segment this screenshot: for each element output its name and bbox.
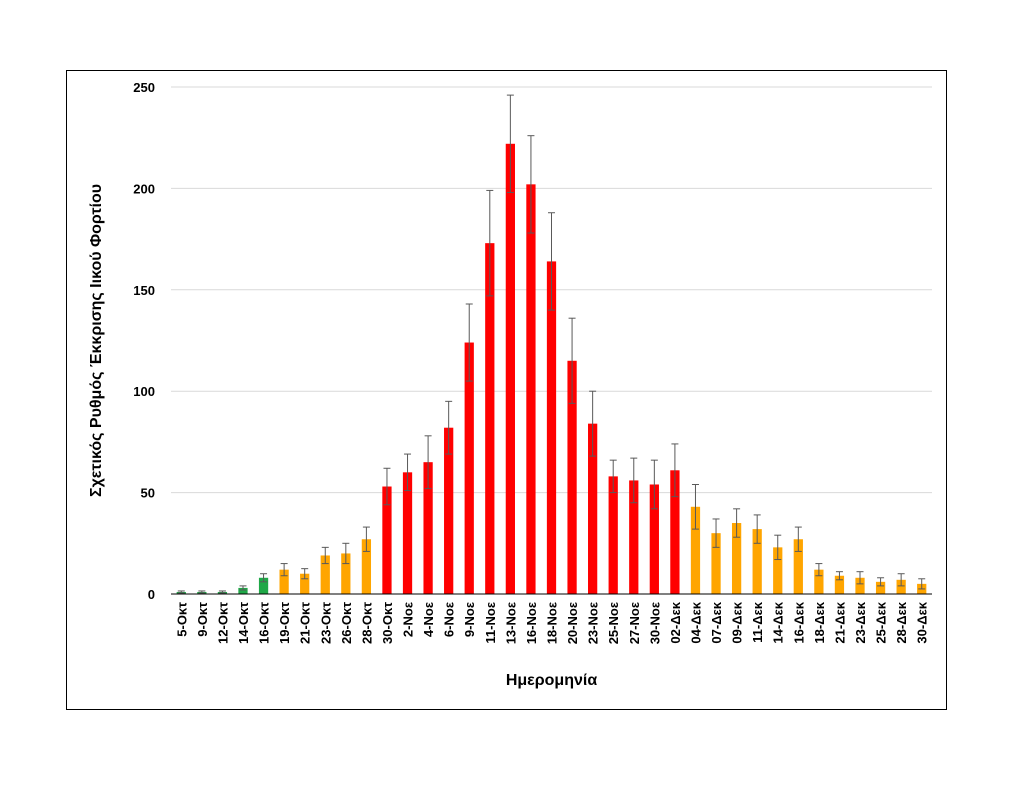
y-tick-labels: 0 50 100 150 200 250 bbox=[133, 80, 155, 602]
bar bbox=[773, 547, 783, 594]
bar bbox=[814, 569, 824, 594]
bar bbox=[361, 539, 372, 594]
x-tick-label: 16-Νοε bbox=[524, 602, 539, 644]
bar bbox=[464, 342, 474, 594]
bar bbox=[320, 555, 330, 594]
x-tick-labels: 5-Οκτ 9-Οκτ 12-Οκτ 14-Οκτ 16-Οκτ 19-Οκτ 21-Οκτ… bbox=[174, 601, 929, 644]
x-tick-label: 19-Οκτ bbox=[277, 602, 292, 644]
x-tick-label: 5-Οκτ bbox=[174, 602, 189, 637]
x-tick-label: 27-Νοε bbox=[627, 602, 642, 644]
x-tick-label: 11-Νοε bbox=[483, 602, 498, 644]
bar bbox=[526, 184, 536, 594]
x-tick-label: 16-Δεκ bbox=[791, 601, 806, 643]
bar bbox=[896, 579, 906, 594]
bar bbox=[608, 476, 618, 594]
y-tick-label: 250 bbox=[133, 80, 155, 95]
bar bbox=[670, 470, 680, 594]
bar bbox=[238, 587, 248, 594]
x-tick-label: 25-Νοε bbox=[606, 602, 621, 644]
x-tick-label: 2-Νοε bbox=[401, 602, 416, 637]
x-tick-label: 20-Νοε bbox=[565, 602, 580, 644]
bar bbox=[690, 506, 701, 594]
x-axis-title: Ημερομηνία bbox=[506, 672, 598, 689]
error-bars bbox=[177, 94, 926, 594]
x-tick-label: 07-Δεκ bbox=[709, 601, 724, 643]
bar bbox=[341, 553, 351, 594]
y-tick-label: 150 bbox=[133, 283, 155, 298]
x-tick-label: 21-Δεκ bbox=[832, 601, 847, 643]
x-tick-label: 21-Οκτ bbox=[298, 602, 313, 644]
y-tick-label: 200 bbox=[133, 181, 155, 196]
x-tick-label: 11-Δεκ bbox=[750, 601, 765, 643]
x-tick-label: 16-Οκτ bbox=[257, 602, 272, 644]
x-tick-label: 26-Οκτ bbox=[339, 602, 354, 644]
bar bbox=[444, 427, 454, 594]
x-tick-label: 9-Νοε bbox=[462, 602, 477, 637]
bar bbox=[546, 261, 557, 594]
x-tick-label: 02-Δεκ bbox=[668, 601, 683, 643]
x-tick-label: 30-Νοε bbox=[647, 602, 662, 644]
bar bbox=[629, 480, 639, 594]
x-tick-label: 12-Οκτ bbox=[215, 602, 230, 644]
x-tick-label: 6-Νοε bbox=[442, 602, 457, 637]
bar bbox=[567, 360, 577, 594]
bar bbox=[793, 539, 803, 594]
x-tick-label: 28-Δεκ bbox=[894, 601, 909, 643]
x-tick-label: 23-Οκτ bbox=[318, 602, 333, 644]
x-tick-label: 18-Νοε bbox=[545, 602, 560, 644]
x-tick-label: 30-Δεκ bbox=[915, 601, 930, 643]
bars bbox=[176, 143, 927, 594]
x-tick-label: 28-Οκτ bbox=[359, 602, 374, 644]
x-tick-label: 09-Δεκ bbox=[730, 601, 745, 643]
y-tick-label: 50 bbox=[141, 486, 155, 501]
y-axis-title: Σχετικός Ρυθμός Έκκρισης Ιικού Φορτίου bbox=[88, 184, 105, 497]
bar bbox=[855, 577, 865, 594]
bar bbox=[711, 533, 721, 594]
bar bbox=[875, 581, 886, 594]
bar bbox=[649, 484, 659, 594]
bar bbox=[258, 577, 269, 594]
y-tick-label: 0 bbox=[148, 587, 155, 602]
x-tick-label: 04-Δεκ bbox=[688, 601, 703, 643]
bar bbox=[834, 575, 845, 594]
bar bbox=[423, 462, 433, 594]
x-tick-label: 25-Δεκ bbox=[874, 601, 889, 643]
x-tick-label: 23-Δεκ bbox=[853, 601, 868, 643]
bar-chart: 0 50 100 150 200 250 5-Οκτ 9-Οκτ 12-Οκτ 14-Οκτ 16… bbox=[88, 80, 932, 689]
bar bbox=[485, 243, 495, 594]
x-tick-label: 18-Δεκ bbox=[812, 601, 827, 643]
bar bbox=[279, 569, 289, 594]
bar bbox=[300, 573, 310, 594]
x-tick-label: 30-Οκτ bbox=[380, 602, 395, 644]
x-tick-label: 4-Νοε bbox=[421, 602, 436, 637]
x-tick-label: 23-Νοε bbox=[586, 602, 601, 644]
chart-frame: 0 50 100 150 200 250 5-Οκτ 9-Οκτ 12-Οκτ 14-Οκτ 16… bbox=[66, 70, 947, 710]
x-tick-label: 13-Νοε bbox=[503, 602, 518, 644]
x-tick-label: 14-Οκτ bbox=[236, 602, 251, 644]
bar bbox=[588, 423, 598, 594]
bar bbox=[505, 143, 515, 594]
bar bbox=[402, 472, 413, 594]
bar bbox=[752, 529, 762, 594]
x-tick-label: 9-Οκτ bbox=[195, 602, 210, 637]
x-tick-label: 14-Δεκ bbox=[771, 601, 786, 643]
bar bbox=[382, 486, 392, 594]
y-tick-label: 100 bbox=[133, 384, 155, 399]
bar bbox=[731, 523, 742, 594]
